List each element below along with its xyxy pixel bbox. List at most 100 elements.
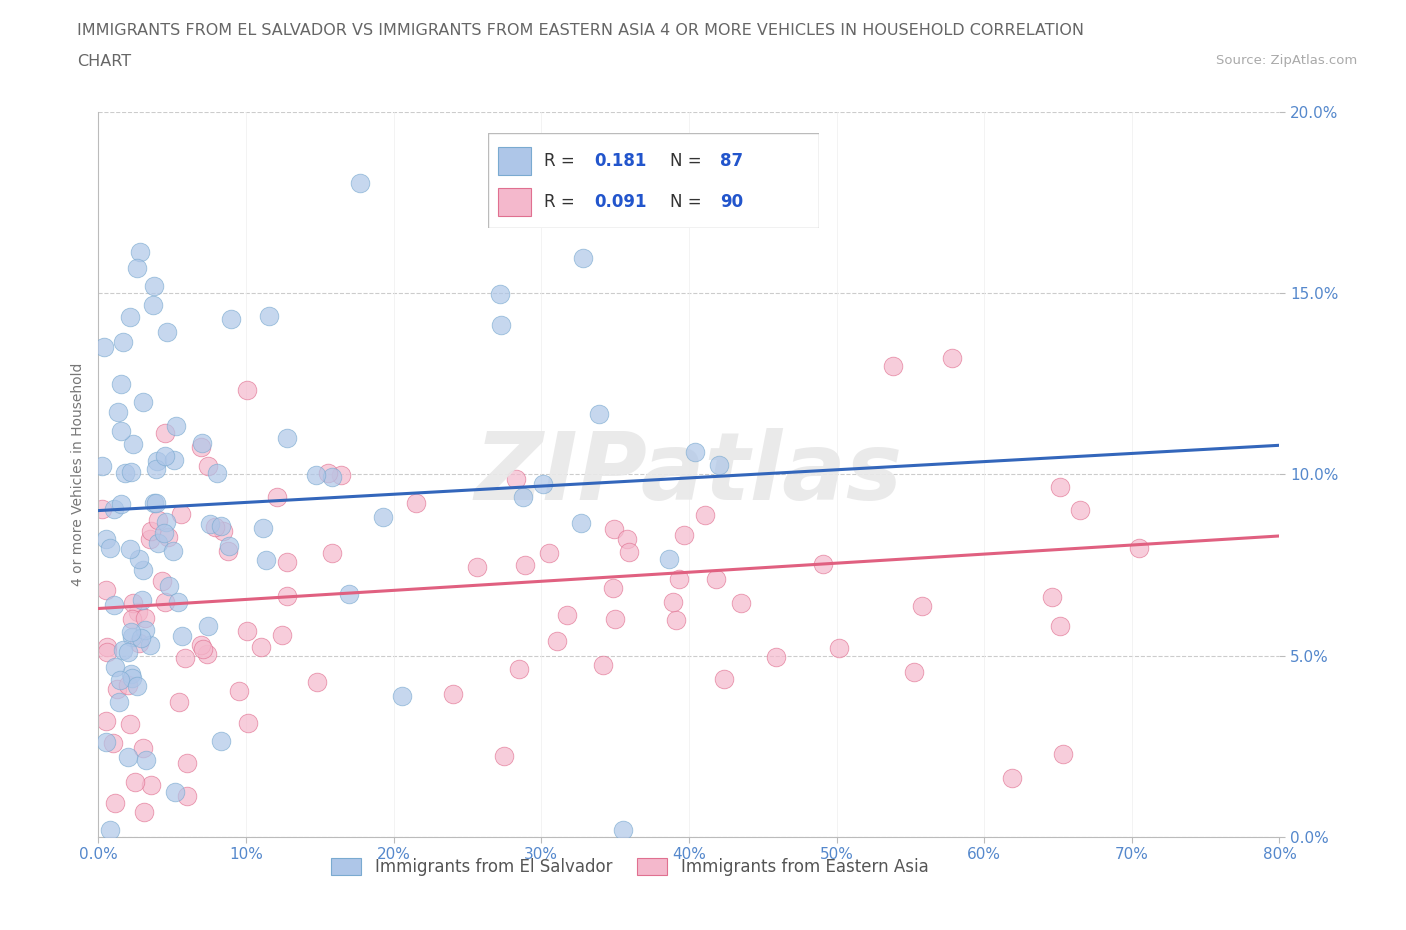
Point: [146, 453, 169, 468]
Point: [167, 695, 190, 710]
Point: [882, 359, 904, 374]
Point: [828, 641, 851, 656]
Point: [254, 552, 277, 567]
Point: [135, 753, 157, 768]
Point: [121, 611, 143, 626]
Point: [121, 595, 143, 610]
Point: [405, 496, 427, 511]
Point: [713, 671, 735, 686]
Point: [707, 458, 730, 472]
Point: [150, 574, 173, 589]
Point: [117, 677, 139, 692]
Point: [166, 594, 188, 609]
Point: [127, 260, 149, 275]
Point: [910, 598, 932, 613]
Point: [505, 472, 527, 486]
Point: [200, 516, 222, 531]
Point: [107, 681, 129, 696]
Point: [110, 376, 132, 391]
Point: [236, 382, 259, 397]
Point: [157, 578, 180, 593]
Point: [257, 309, 280, 324]
Point: [515, 557, 537, 572]
Point: [236, 624, 259, 639]
Point: [588, 406, 610, 421]
Point: [349, 176, 371, 191]
Point: [127, 679, 149, 694]
Point: [276, 431, 298, 445]
Point: [499, 144, 522, 159]
Point: [145, 461, 167, 476]
Point: [197, 458, 219, 473]
Point: [132, 563, 155, 578]
Point: [146, 536, 169, 551]
Point: [153, 448, 176, 463]
Point: [142, 298, 165, 312]
Point: [391, 688, 413, 703]
Point: [91, 501, 114, 516]
Point: [617, 544, 640, 559]
Point: [117, 750, 139, 764]
Point: [163, 453, 186, 468]
Point: [489, 318, 512, 333]
Point: [190, 637, 212, 652]
Point: [219, 312, 242, 326]
Point: [494, 749, 516, 764]
Point: [1049, 480, 1071, 495]
Point: [537, 546, 560, 561]
Point: [120, 624, 142, 639]
Point: [508, 661, 530, 676]
Point: [176, 756, 198, 771]
Point: [141, 524, 163, 538]
Point: [127, 604, 149, 619]
Point: [330, 468, 353, 483]
Point: [176, 789, 198, 804]
Point: [1049, 618, 1071, 633]
Point: [546, 634, 568, 649]
Point: [104, 795, 127, 810]
Point: [170, 507, 193, 522]
Point: [94, 735, 117, 750]
Point: [120, 542, 142, 557]
Point: [94, 583, 117, 598]
Point: [321, 545, 343, 560]
Point: [572, 250, 595, 265]
Point: [683, 445, 706, 459]
Point: [107, 405, 129, 419]
Point: [197, 646, 219, 661]
Point: [132, 394, 155, 409]
Point: [305, 674, 328, 689]
Point: [441, 686, 464, 701]
Point: [592, 658, 614, 672]
Point: [665, 613, 688, 628]
Point: [903, 664, 925, 679]
Point: [96, 640, 118, 655]
Point: [120, 310, 142, 325]
Point: [129, 631, 152, 645]
Point: [110, 423, 132, 438]
Point: [765, 649, 787, 664]
Point: [276, 589, 298, 604]
Point: [94, 714, 117, 729]
Point: [155, 325, 177, 339]
Point: [103, 501, 125, 516]
Point: [121, 671, 143, 685]
Point: [207, 466, 229, 481]
Text: ZIPatlas: ZIPatlas: [475, 429, 903, 520]
Point: [673, 527, 696, 542]
Point: [101, 736, 124, 751]
Point: [114, 465, 136, 480]
Point: [91, 458, 114, 473]
Point: [134, 610, 156, 625]
Point: [112, 643, 135, 658]
Point: [104, 659, 127, 674]
Point: [155, 595, 177, 610]
Point: [695, 508, 717, 523]
Point: [145, 496, 167, 511]
Point: [134, 623, 156, 638]
Point: [616, 532, 638, 547]
Point: [252, 521, 274, 536]
Point: [96, 644, 118, 659]
Point: [1001, 771, 1024, 786]
Point: [209, 519, 232, 534]
